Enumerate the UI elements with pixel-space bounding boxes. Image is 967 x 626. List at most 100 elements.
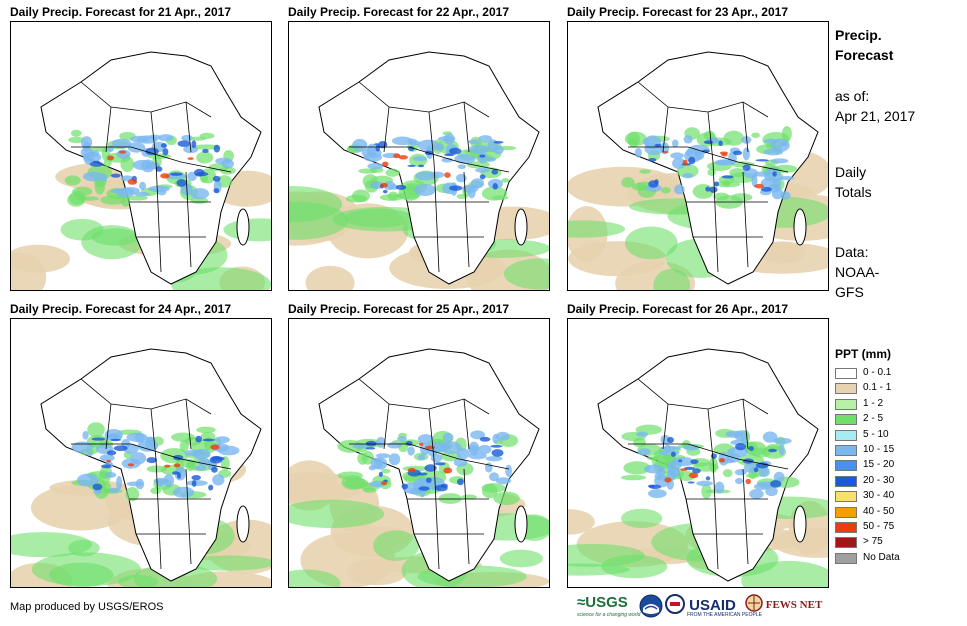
legend-label: 1 - 2 (863, 397, 884, 409)
precip-area (745, 473, 760, 479)
precip-area (770, 480, 782, 488)
country-border (712, 161, 719, 273)
data-source-block: Data: NOAA- GFS (835, 242, 879, 302)
precip-area (379, 194, 404, 201)
precip-area (104, 471, 117, 478)
map-graphic (289, 51, 549, 290)
precip-area (449, 185, 463, 191)
precip-area (414, 183, 436, 196)
precip-area (407, 164, 416, 167)
precip-area (127, 463, 135, 467)
precip-area (60, 218, 104, 241)
precip-area (647, 489, 667, 499)
precip-area (770, 158, 789, 164)
precip-area (654, 143, 662, 147)
usgs-logo: ≈USGS science for a changing world (577, 594, 640, 622)
precip-area (393, 153, 401, 159)
country-border (707, 408, 714, 460)
legend-label: 40 - 50 (863, 505, 895, 517)
data-line1: NOAA- (835, 264, 880, 280)
legend-label: No Data (863, 551, 900, 563)
precip-area (505, 464, 513, 477)
legend-title: PPT (mm) (835, 347, 892, 361)
precip-area (368, 465, 376, 471)
legend-label: 50 - 75 (863, 520, 895, 532)
precip-area (155, 166, 163, 172)
sidebar-title: Precip. Forecast (835, 25, 893, 65)
precip-area (184, 449, 203, 456)
precip-area (352, 138, 368, 152)
country-border (71, 146, 232, 173)
precip-area (568, 509, 595, 535)
legend-swatch (835, 398, 857, 410)
precip-area (417, 139, 440, 152)
noaa-logo-icon (639, 594, 663, 618)
credit-text: Map produced by USGS/EROS (10, 601, 164, 613)
as-of-label: as of: (835, 88, 870, 104)
precip-area (212, 474, 225, 486)
precip-area (725, 430, 744, 438)
precip-area (352, 443, 370, 449)
precip-area (407, 446, 415, 456)
island-outline (514, 505, 528, 543)
precip-area (714, 181, 720, 187)
country-border (349, 146, 510, 173)
panel-title: Daily Precip. Forecast for 23 Apr., 2017 (567, 5, 788, 19)
precip-area (179, 440, 189, 453)
precip-area (289, 499, 385, 528)
legend-swatch (835, 552, 857, 564)
precip-area (434, 484, 448, 492)
precip-area (163, 474, 175, 488)
precip-area (499, 549, 544, 568)
precip-area (387, 442, 402, 449)
sidebar-title-line1: Precip. (835, 27, 882, 43)
precip-area (470, 430, 486, 440)
precip-area (418, 164, 425, 168)
precip-area (621, 508, 663, 529)
precip-area (718, 140, 723, 147)
precip-area (621, 177, 635, 188)
legend-label: > 75 (863, 536, 883, 548)
legend-label: 15 - 20 (863, 459, 895, 471)
precip-area (82, 171, 104, 182)
precip-area (490, 444, 503, 448)
precip-area (631, 182, 647, 191)
precip-area (212, 175, 221, 182)
precip-area (434, 462, 446, 466)
precip-area (479, 436, 491, 442)
panel-title: Daily Precip. Forecast for 26 Apr., 2017 (567, 302, 788, 316)
precip-area (417, 454, 426, 461)
usaid-seal-icon (665, 594, 685, 614)
precip-area (486, 156, 496, 162)
precip-area (439, 444, 450, 451)
precip-area (484, 462, 493, 473)
country-border (742, 468, 749, 565)
precip-area (683, 135, 693, 144)
precip-map (288, 318, 550, 588)
precip-area (478, 135, 493, 143)
precip-area (643, 138, 650, 146)
precip-area (674, 184, 685, 195)
precip-area (113, 445, 128, 452)
precip-area (210, 444, 220, 450)
legend-swatch (835, 368, 857, 379)
precip-area (134, 191, 150, 197)
legend-swatch (835, 491, 857, 503)
legend-label: 5 - 10 (863, 428, 889, 440)
precip-area (375, 453, 391, 459)
precip-area (760, 241, 806, 264)
precip-area (722, 469, 733, 478)
precip-area (449, 147, 462, 155)
country-border (185, 468, 192, 565)
precip-area (639, 169, 651, 174)
country-border (628, 443, 789, 470)
precip-area (86, 451, 94, 457)
panel-title: Daily Precip. Forecast for 22 Apr., 2017 (288, 5, 509, 19)
precip-area (417, 434, 434, 445)
precip-area (457, 478, 464, 486)
precip-area (67, 193, 85, 207)
precip-area (104, 428, 123, 442)
precip-area (742, 164, 751, 171)
precip-area (365, 447, 376, 450)
precip-area (763, 148, 784, 156)
